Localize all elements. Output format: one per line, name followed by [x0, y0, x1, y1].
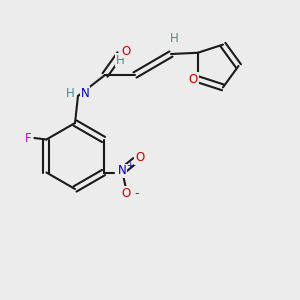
Text: N: N — [118, 164, 127, 178]
Text: F: F — [25, 131, 32, 145]
Text: N: N — [81, 86, 90, 100]
Text: H: H — [169, 32, 178, 46]
Text: H: H — [66, 86, 75, 100]
Text: O: O — [135, 151, 144, 164]
Text: -: - — [134, 187, 139, 200]
Text: O: O — [189, 73, 198, 86]
Text: H: H — [116, 53, 124, 67]
Text: O: O — [122, 44, 130, 58]
Text: O: O — [122, 187, 131, 200]
Text: +: + — [126, 161, 134, 170]
